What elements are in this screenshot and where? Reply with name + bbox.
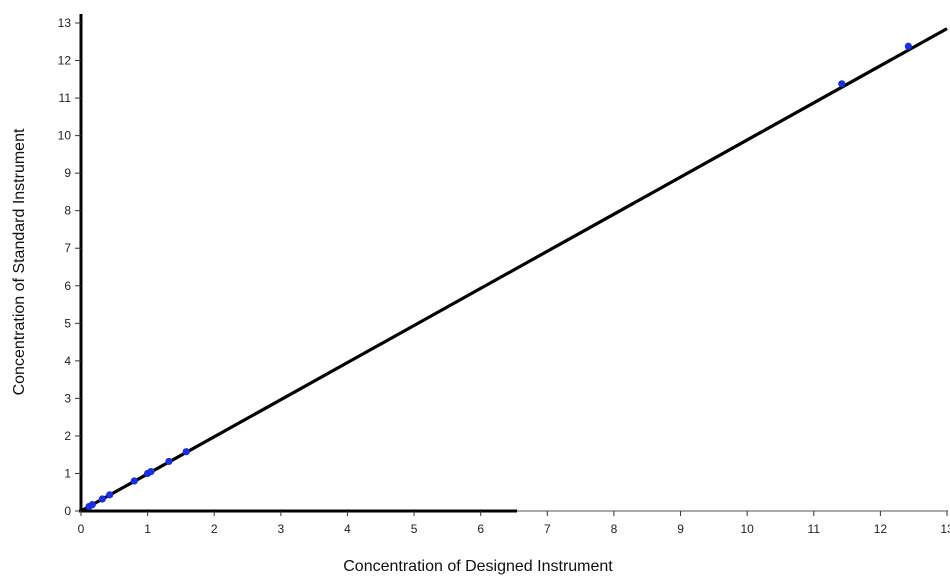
y-tick-label: 11 xyxy=(59,91,72,105)
data-point xyxy=(130,477,138,485)
y-tick-label: 8 xyxy=(64,204,71,218)
y-tick-label: 6 xyxy=(64,279,71,293)
x-tick-label: 5 xyxy=(411,522,418,536)
x-tick-label: 10 xyxy=(740,522,754,536)
y-tick-label: 10 xyxy=(58,129,72,143)
x-tick-label: 0 xyxy=(78,522,85,536)
y-tick-label: 2 xyxy=(64,429,71,443)
data-point xyxy=(147,467,155,476)
fit-line-layer xyxy=(80,27,948,513)
x-tick-label: 11 xyxy=(808,522,821,536)
x-axis-title: Concentration of Designed Instrument xyxy=(343,558,613,575)
x-tick-label: 9 xyxy=(677,522,684,536)
axes-layer xyxy=(79,14,948,513)
y-tick-label: 0 xyxy=(64,504,71,518)
x-tick-label: 3 xyxy=(278,522,285,536)
x-tick-label: 1 xyxy=(144,522,151,536)
y-tick-label: 9 xyxy=(64,166,71,180)
data-point xyxy=(106,491,114,499)
x-tick-label: 6 xyxy=(477,522,484,536)
y-tick-label: 13 xyxy=(58,16,72,30)
fit-line xyxy=(80,27,948,513)
data-point xyxy=(98,495,106,503)
x-tick-label: 12 xyxy=(874,522,888,536)
y-tick-label: 3 xyxy=(64,391,71,405)
y-tick-label: 5 xyxy=(64,316,71,330)
data-point xyxy=(838,80,846,88)
data-points xyxy=(85,42,912,511)
data-point xyxy=(165,457,173,466)
y-axis-title: Concentration of Standard Instrument xyxy=(11,128,28,395)
data-point xyxy=(182,448,190,456)
data-point xyxy=(904,42,912,50)
x-tick-label: 4 xyxy=(344,522,351,536)
x-tick-label: 2 xyxy=(211,522,218,536)
y-tick-label: 7 xyxy=(64,241,71,255)
x-tick-label: 13 xyxy=(940,522,950,536)
x-tick-label: 7 xyxy=(544,522,551,536)
data-point xyxy=(88,501,96,509)
y-tick-label: 12 xyxy=(58,54,72,68)
y-tick-label: 1 xyxy=(64,466,71,480)
y-tick-label: 4 xyxy=(64,354,71,368)
x-tick-label: 8 xyxy=(611,522,618,536)
